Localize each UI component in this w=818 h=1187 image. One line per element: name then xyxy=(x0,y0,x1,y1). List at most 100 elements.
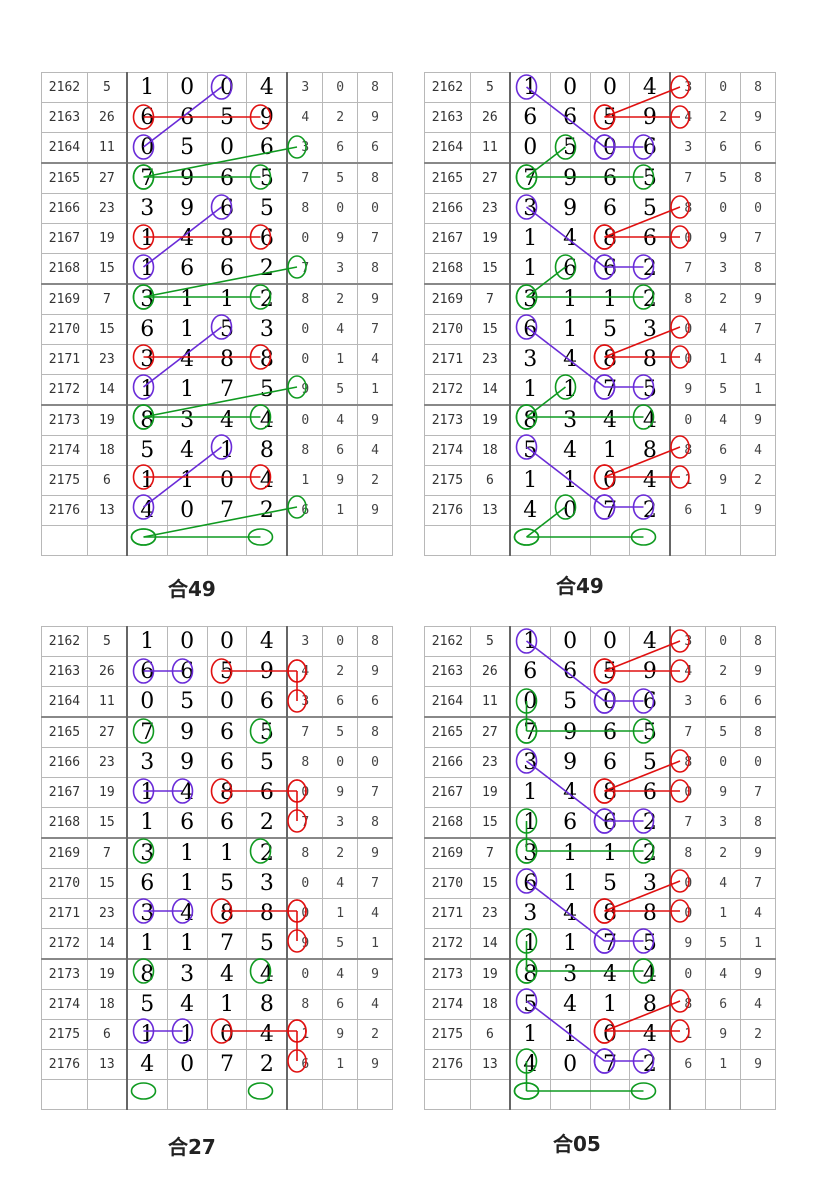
digit-cell: 3 xyxy=(125,837,168,869)
digit-cell xyxy=(125,525,168,556)
digit-cell: 5 xyxy=(246,162,288,194)
digit-cell: 4 xyxy=(206,958,248,990)
digit-cell: 4 xyxy=(125,1049,168,1080)
digit-cell: 1 xyxy=(549,283,591,315)
sum-cell: 26 xyxy=(86,102,128,133)
digit-cell xyxy=(629,525,671,556)
digit-cell: 6 xyxy=(508,868,551,899)
tail-cell xyxy=(286,525,324,556)
digit-cell: 8 xyxy=(508,404,551,436)
digit-cell: 1 xyxy=(206,283,248,315)
table-row: 2167 19 1 4 8 6 0 9 7 xyxy=(424,223,776,254)
digit-cell: 1 xyxy=(125,1019,168,1050)
sum-cell: 6 xyxy=(86,465,128,496)
digit-cell: 4 xyxy=(589,958,631,990)
tail-cell xyxy=(322,525,359,556)
issue-cell: 2162 xyxy=(41,72,88,103)
table-row: 2164 11 0 5 0 6 3 6 6 xyxy=(41,686,393,718)
draw-table: 2162 5 1 0 0 4 3 0 8 2163 26 6 6 5 9 4 2 9 2164 11 0 5 0 6 3 6 6 21… xyxy=(424,626,776,1110)
digit-cell: 8 xyxy=(125,404,168,436)
tail-cell: 8 xyxy=(740,72,776,103)
digit-cell: 4 xyxy=(629,626,671,657)
digit-cell: 9 xyxy=(166,193,208,224)
digit-cell: 5 xyxy=(206,102,248,133)
digit-cell: 8 xyxy=(629,344,671,375)
table-row: 2162 5 1 0 0 4 3 0 8 xyxy=(41,72,393,103)
digit-cell: 1 xyxy=(508,807,551,839)
digit-cell: 5 xyxy=(589,314,631,345)
digit-cell: 6 xyxy=(508,314,551,345)
table-row: 2162 5 1 0 0 4 3 0 8 xyxy=(424,72,776,103)
digit-cell: 2 xyxy=(629,807,671,839)
sum-cell: 13 xyxy=(469,1049,511,1080)
issue-cell: 2175 xyxy=(424,1019,471,1050)
issue-cell: 2173 xyxy=(424,404,471,436)
digit-cell: 6 xyxy=(166,807,208,839)
digit-cell: 6 xyxy=(629,223,671,254)
digit-cell: 3 xyxy=(125,747,168,778)
sum-cell: 19 xyxy=(86,958,128,990)
sum-cell xyxy=(469,1079,511,1110)
digit-cell: 6 xyxy=(206,162,248,194)
sum-cell: 14 xyxy=(86,928,128,960)
tail-cell: 0 xyxy=(286,868,324,899)
digit-cell: 0 xyxy=(125,686,168,718)
sum-cell: 19 xyxy=(86,223,128,254)
digit-cell: 1 xyxy=(166,1019,208,1050)
tail-cell: 7 xyxy=(740,314,776,345)
digit-cell: 2 xyxy=(246,495,288,526)
digit-cell: 1 xyxy=(589,435,631,466)
digit-cell: 6 xyxy=(549,102,591,133)
tail-cell: 0 xyxy=(669,898,707,929)
digit-cell: 9 xyxy=(629,656,671,687)
digit-cell: 3 xyxy=(508,193,551,224)
tail-cell: 4 xyxy=(740,989,776,1020)
table-row: 2172 14 1 1 7 5 9 5 1 xyxy=(424,928,776,960)
digit-cell: 6 xyxy=(629,132,671,164)
tail-cell: 8 xyxy=(357,253,393,285)
table-row: 2166 23 3 9 6 5 8 0 0 xyxy=(424,193,776,224)
issue-cell: 2167 xyxy=(41,777,88,808)
tail-cell: 0 xyxy=(740,747,776,778)
digit-cell: 8 xyxy=(206,898,248,929)
sum-cell xyxy=(86,525,128,556)
tail-cell: 1 xyxy=(357,928,393,960)
digit-cell: 8 xyxy=(246,435,288,466)
digit-cell: 3 xyxy=(508,283,551,315)
tail-cell: 9 xyxy=(357,404,393,436)
caption-bottom-right: 合05 xyxy=(553,1132,601,1156)
number-grid: 2162 5 1 0 0 4 3 0 8 2163 26 6 6 5 9 4 2 9 2164 11 0 5 0 6 3 6 6 21… xyxy=(41,72,393,556)
digit-cell: 4 xyxy=(166,344,208,375)
digit-cell: 4 xyxy=(166,777,208,808)
issue-cell: 2163 xyxy=(41,102,88,133)
digit-cell: 3 xyxy=(246,314,288,345)
issue-cell: 2171 xyxy=(424,344,471,375)
digit-cell: 2 xyxy=(246,1049,288,1080)
tail-cell: 1 xyxy=(740,374,776,406)
tail-cell: 5 xyxy=(322,928,359,960)
issue-cell: 2171 xyxy=(41,898,88,929)
table-row: 2175 6 1 1 0 4 1 9 2 xyxy=(41,465,393,496)
digit-cell: 4 xyxy=(629,1019,671,1050)
digit-cell: 3 xyxy=(125,898,168,929)
table-row: 2172 14 1 1 7 5 9 5 1 xyxy=(41,928,393,960)
tail-cell: 0 xyxy=(286,958,324,990)
digit-cell: 2 xyxy=(629,837,671,869)
digit-cell: 6 xyxy=(549,253,591,285)
number-grid: 2162 5 1 0 0 4 3 0 8 2163 26 6 6 5 9 4 2 9 2164 11 0 5 0 6 3 6 6 21… xyxy=(41,626,393,1110)
tail-cell xyxy=(669,525,707,556)
digit-cell: 0 xyxy=(166,72,208,103)
digit-cell: 5 xyxy=(206,656,248,687)
digit-cell: 1 xyxy=(166,465,208,496)
tail-cell xyxy=(740,525,776,556)
tail-cell: 9 xyxy=(740,283,776,315)
digit-cell: 4 xyxy=(508,495,551,526)
digit-cell: 1 xyxy=(166,314,208,345)
digit-cell: 3 xyxy=(166,958,208,990)
tail-cell: 4 xyxy=(357,344,393,375)
digit-cell: 5 xyxy=(246,193,288,224)
issue-cell: 2163 xyxy=(424,102,471,133)
digit-cell: 0 xyxy=(206,1019,248,1050)
tail-cell: 9 xyxy=(322,1019,359,1050)
table-row: 2168 15 1 6 6 2 7 3 8 xyxy=(41,253,393,285)
